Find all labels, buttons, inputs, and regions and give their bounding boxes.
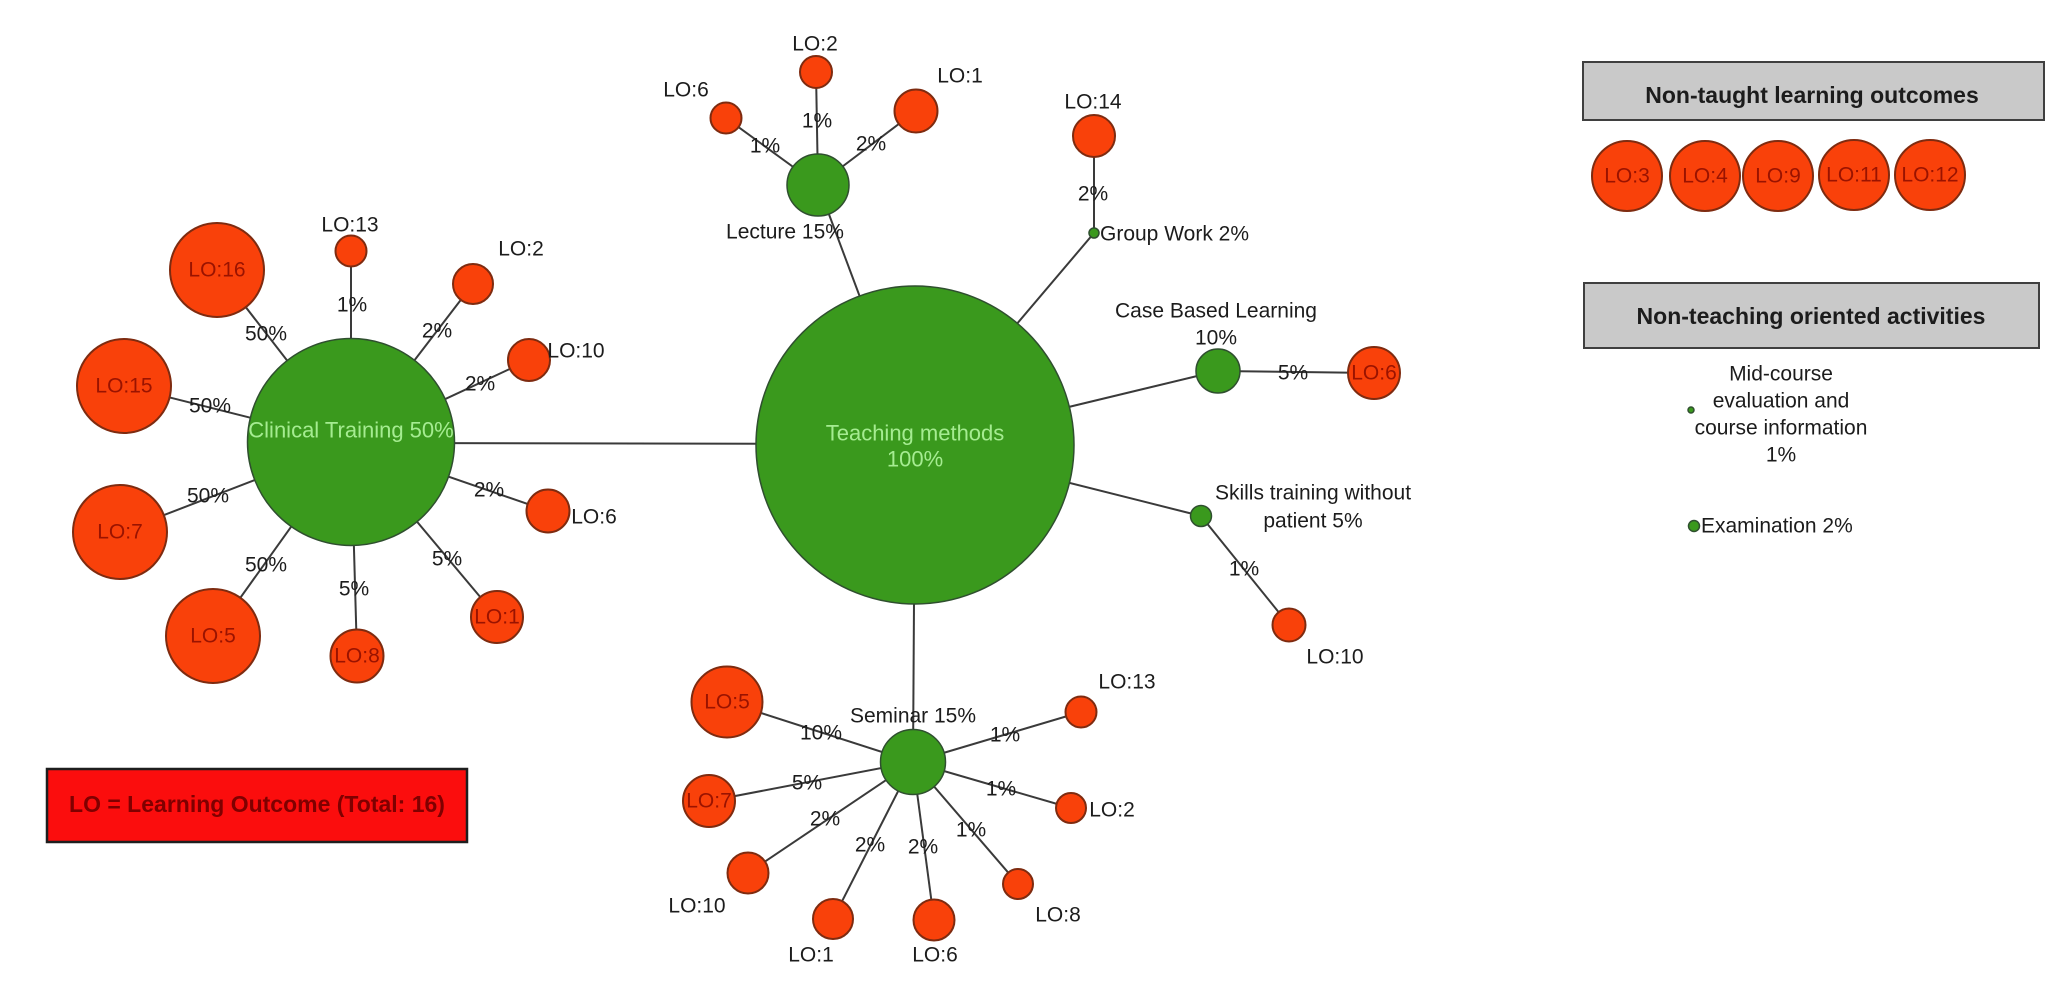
svg-text:2%: 2% bbox=[855, 834, 885, 857]
svg-text:2%: 2% bbox=[465, 373, 495, 396]
svg-text:50%: 50% bbox=[187, 485, 229, 508]
svg-text:2%: 2% bbox=[474, 479, 504, 502]
svg-text:LO:7: LO:7 bbox=[686, 790, 732, 813]
svg-text:LO:6: LO:6 bbox=[912, 944, 958, 967]
svg-text:course information: course information bbox=[1695, 417, 1868, 440]
svg-text:Lecture 15%: Lecture 15% bbox=[726, 221, 844, 244]
svg-text:LO:5: LO:5 bbox=[704, 691, 750, 714]
svg-text:2%: 2% bbox=[422, 320, 452, 343]
svg-text:5%: 5% bbox=[792, 772, 822, 795]
svg-text:Non-teaching oriented activiti: Non-teaching oriented activities bbox=[1637, 303, 1986, 329]
svg-text:evaluation and: evaluation and bbox=[1713, 390, 1850, 413]
svg-text:50%: 50% bbox=[245, 554, 287, 577]
svg-text:LO:14: LO:14 bbox=[1064, 91, 1122, 114]
svg-text:Mid-course: Mid-course bbox=[1729, 363, 1833, 386]
svg-text:LO:6: LO:6 bbox=[571, 506, 617, 529]
svg-text:LO:6: LO:6 bbox=[1351, 362, 1397, 385]
svg-text:100%: 100% bbox=[887, 447, 943, 472]
svg-text:LO:13: LO:13 bbox=[321, 214, 378, 237]
svg-text:LO:15: LO:15 bbox=[95, 375, 152, 398]
svg-text:1%: 1% bbox=[1229, 558, 1259, 581]
svg-text:Case Based Learning: Case Based Learning bbox=[1115, 300, 1317, 323]
svg-text:LO:3: LO:3 bbox=[1604, 165, 1650, 188]
svg-text:LO:8: LO:8 bbox=[334, 645, 380, 668]
svg-text:1%: 1% bbox=[802, 110, 832, 133]
svg-text:patient 5%: patient 5% bbox=[1263, 510, 1362, 533]
svg-text:5%: 5% bbox=[1278, 362, 1308, 385]
svg-text:50%: 50% bbox=[245, 323, 287, 346]
svg-text:5%: 5% bbox=[432, 548, 462, 571]
svg-text:10%: 10% bbox=[800, 722, 842, 745]
svg-text:LO:1: LO:1 bbox=[937, 65, 983, 88]
svg-text:LO:10: LO:10 bbox=[1306, 646, 1363, 669]
svg-text:2%: 2% bbox=[1078, 183, 1108, 206]
svg-text:5%: 5% bbox=[339, 578, 369, 601]
svg-text:LO = Learning Outcome (Total:: LO = Learning Outcome (Total: 16) bbox=[69, 791, 445, 817]
svg-text:2%: 2% bbox=[856, 133, 886, 156]
svg-text:LO:12: LO:12 bbox=[1901, 164, 1958, 187]
svg-text:LO:11: LO:11 bbox=[1826, 164, 1882, 187]
svg-text:LO:16: LO:16 bbox=[188, 259, 245, 282]
svg-text:LO:1: LO:1 bbox=[788, 944, 834, 967]
svg-text:50%: 50% bbox=[189, 395, 231, 418]
svg-text:10%: 10% bbox=[1195, 327, 1237, 350]
svg-text:Examination 2%: Examination 2% bbox=[1701, 515, 1853, 538]
svg-text:LO:2: LO:2 bbox=[498, 238, 544, 261]
svg-text:LO:7: LO:7 bbox=[97, 521, 143, 544]
svg-text:LO:10: LO:10 bbox=[547, 340, 604, 363]
svg-text:1%: 1% bbox=[956, 819, 986, 842]
svg-text:2%: 2% bbox=[810, 808, 840, 831]
svg-text:Skills training without: Skills training without bbox=[1215, 482, 1411, 505]
svg-text:Non-taught learning outcomes: Non-taught learning outcomes bbox=[1645, 82, 1979, 108]
svg-text:LO:5: LO:5 bbox=[190, 625, 236, 648]
svg-text:LO:2: LO:2 bbox=[792, 33, 838, 56]
svg-text:1%: 1% bbox=[750, 135, 780, 158]
svg-text:1%: 1% bbox=[986, 778, 1016, 801]
svg-text:LO:6: LO:6 bbox=[663, 79, 709, 102]
svg-text:LO:8: LO:8 bbox=[1035, 904, 1081, 927]
svg-text:LO:1: LO:1 bbox=[474, 606, 520, 629]
svg-text:2%: 2% bbox=[908, 836, 938, 859]
svg-text:1%: 1% bbox=[990, 724, 1020, 747]
svg-text:Seminar 15%: Seminar 15% bbox=[850, 705, 976, 728]
svg-text:1%: 1% bbox=[1766, 444, 1796, 467]
svg-text:Teaching methods: Teaching methods bbox=[826, 421, 1005, 446]
svg-text:LO:4: LO:4 bbox=[1682, 165, 1728, 188]
svg-text:LO:2: LO:2 bbox=[1089, 799, 1135, 822]
svg-text:LO:9: LO:9 bbox=[1755, 165, 1801, 188]
svg-text:LO:13: LO:13 bbox=[1098, 671, 1155, 694]
svg-text:1%: 1% bbox=[337, 294, 367, 317]
svg-text:Clinical Training 50%: Clinical Training 50% bbox=[248, 418, 453, 443]
svg-text:LO:10: LO:10 bbox=[668, 895, 725, 918]
svg-text:Group Work 2%: Group Work 2% bbox=[1100, 223, 1249, 246]
